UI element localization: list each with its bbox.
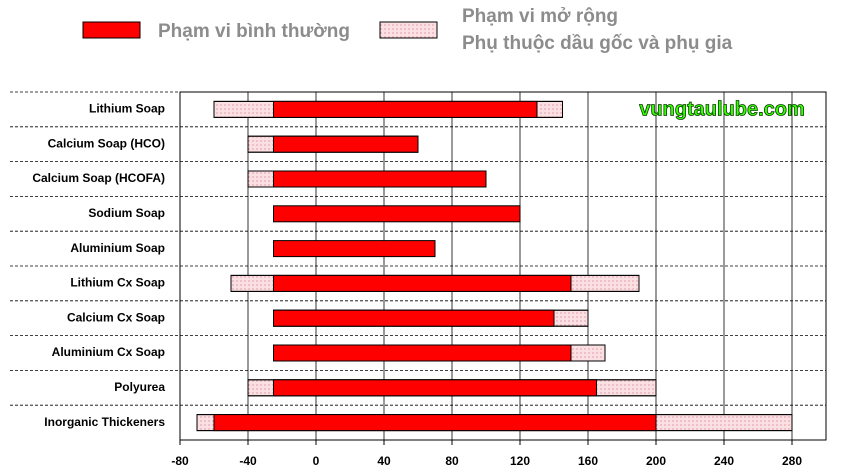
category-label: Lithium Soap: [89, 102, 165, 116]
range-bar: [273, 135, 419, 153]
category-label: Inorganic Thickeners: [44, 415, 165, 429]
x-tick-label: 80: [445, 454, 459, 468]
legend-swatch: [82, 21, 141, 39]
legend-label: Phạm vi bình thường: [158, 21, 350, 42]
category-label: Lithium Cx Soap: [70, 276, 165, 290]
range-bar: [273, 240, 436, 258]
x-tick-label: -40: [239, 454, 257, 468]
x-tick-label: 160: [578, 454, 598, 468]
category-label: Calcium Soap (HCO): [48, 136, 165, 150]
plot-border: [179, 91, 827, 441]
range-bar: [273, 100, 538, 118]
range-bar: [273, 205, 521, 223]
category-label: Sodium Soap: [88, 206, 165, 220]
range-bar: [273, 274, 572, 292]
range-bar: [273, 379, 597, 397]
category-label: Polyurea: [114, 380, 165, 394]
x-tick-label: 240: [714, 454, 734, 468]
x-tick-label: 40: [377, 454, 391, 468]
range-bar: [273, 309, 555, 327]
category-label: Aluminium Soap: [70, 241, 165, 255]
range-bar: [273, 344, 572, 362]
legend-swatch-pattern: [379, 21, 438, 39]
x-tick-label: 0: [313, 454, 320, 468]
x-tick-label: 280: [782, 454, 802, 468]
legend-note: Phụ thuộc dầu gốc và phụ gia: [462, 33, 733, 54]
x-tick-label: -80: [171, 454, 189, 468]
plot-area: -80 -40 0 40 80 120 160 200 240 280 Lithium Soap Ca…: [10, 91, 827, 468]
category-label: Calcium Soap (HCOFA): [32, 171, 165, 185]
watermark: vungtaulube.com: [639, 98, 805, 120]
x-tick-label: 120: [510, 454, 530, 468]
legend-label: Phạm vi mở rộng: [462, 6, 618, 27]
category-label: Calcium Cx Soap: [67, 310, 165, 324]
range-bar: [213, 414, 657, 432]
category-label: Aluminium Cx Soap: [52, 345, 165, 359]
x-tick-label: 200: [646, 454, 666, 468]
range-bar: [273, 170, 487, 188]
